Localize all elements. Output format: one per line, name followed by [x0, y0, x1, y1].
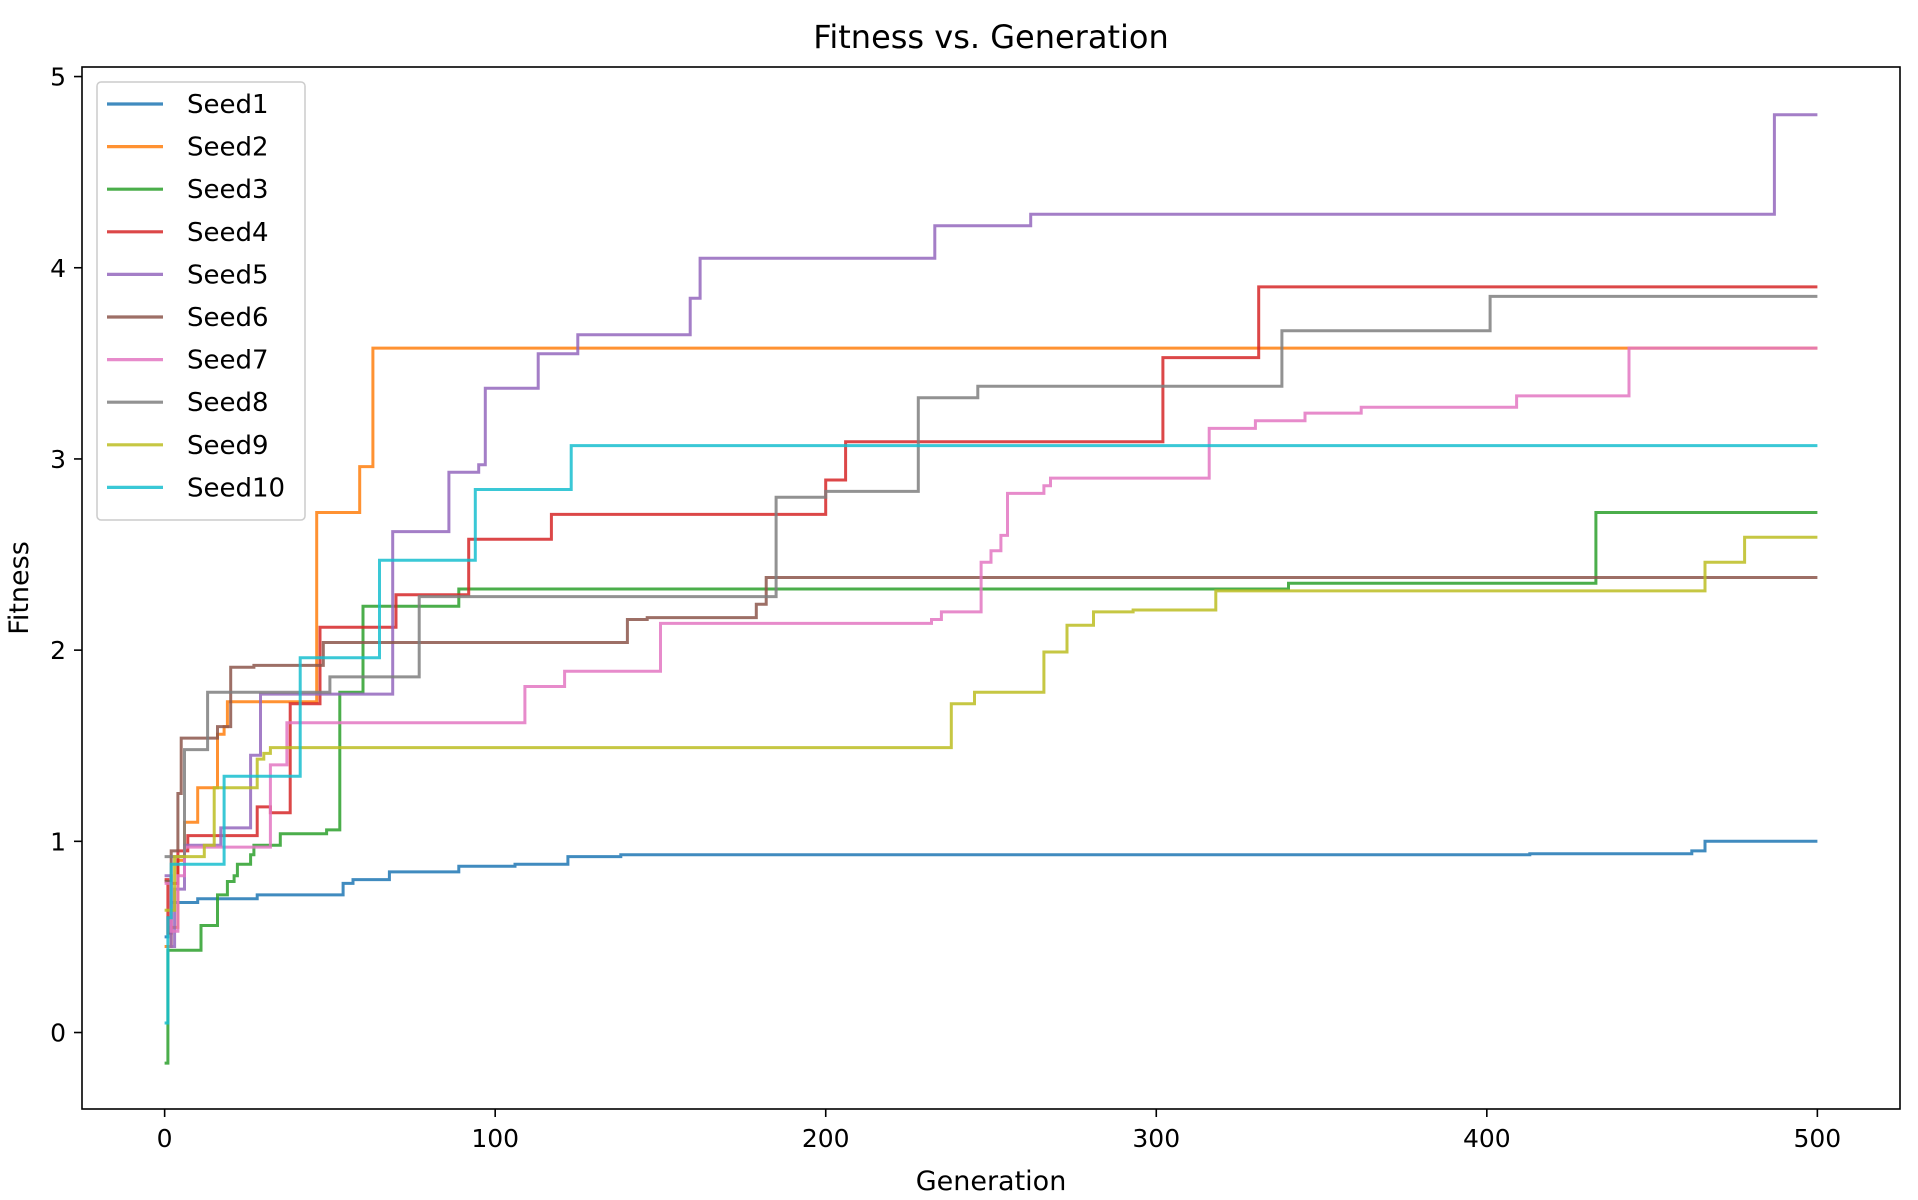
legend-label: Seed8	[187, 388, 269, 418]
y-tick-label: 4	[50, 254, 66, 283]
y-tick-label: 3	[50, 445, 66, 474]
series-line-seed7	[164, 346, 1818, 933]
y-tick-label: 0	[50, 1019, 66, 1048]
plot-frame	[81, 66, 1901, 1110]
x-axis: 0 100 200 300 400 500	[157, 1109, 1842, 1153]
series-line-seed9	[164, 535, 1818, 912]
y-axis: 0 1 2 3 4 5	[50, 63, 82, 1048]
x-tick-label: 200	[802, 1124, 850, 1153]
series-line-seed8	[164, 294, 1818, 859]
x-axis-title: Generation	[916, 1166, 1067, 1197]
legend-label: Seed7	[187, 346, 269, 376]
x-tick-label: 400	[1463, 1124, 1511, 1153]
chart-title: Fitness vs. Generation	[813, 18, 1168, 56]
legend-label: Seed4	[187, 218, 269, 248]
legend: Seed1 Seed2 Seed3 Seed4 Seed5 Seed6 Seed7 Seed8…	[96, 81, 306, 521]
y-axis-title: Fitness	[4, 541, 35, 635]
y-tick-label: 5	[50, 63, 66, 92]
x-tick-label: 100	[471, 1124, 519, 1153]
legend-label: Seed6	[187, 303, 269, 333]
plot-series-group	[164, 113, 1818, 1065]
series-line-seed5	[164, 113, 1818, 948]
legend-item: Seed6	[107, 303, 269, 333]
series-line-seed4	[164, 285, 1818, 935]
legend-label: Seed2	[187, 133, 269, 163]
series-line-seed1	[164, 839, 1818, 939]
legend-label: Seed10	[187, 473, 285, 503]
series-line-seed6	[164, 576, 1818, 883]
legend-item: Seed7	[107, 346, 269, 376]
legend-item: Seed9	[107, 431, 269, 461]
series-line-seed2	[164, 346, 1818, 948]
x-tick-label: 0	[157, 1124, 173, 1153]
y-tick-label: 2	[50, 636, 66, 665]
legend-label: Seed1	[187, 90, 269, 120]
legend-item: Seed4	[107, 218, 269, 248]
series-line-seed3	[164, 511, 1818, 1065]
legend-label: Seed9	[187, 431, 269, 461]
legend-item: Seed3	[107, 175, 269, 205]
x-tick-label: 300	[1132, 1124, 1180, 1153]
legend-box	[96, 81, 306, 521]
legend-label: Seed3	[187, 175, 269, 205]
legend-item: Seed10	[107, 473, 285, 503]
legend-label: Seed5	[187, 260, 269, 290]
legend-item: Seed2	[107, 133, 269, 163]
x-tick-label: 500	[1794, 1124, 1842, 1153]
legend-item: Seed8	[107, 388, 269, 418]
y-tick-label: 1	[50, 827, 66, 856]
legend-item: Seed5	[107, 260, 269, 290]
series-line-seed10	[164, 444, 1818, 1025]
legend-item: Seed1	[107, 90, 269, 120]
